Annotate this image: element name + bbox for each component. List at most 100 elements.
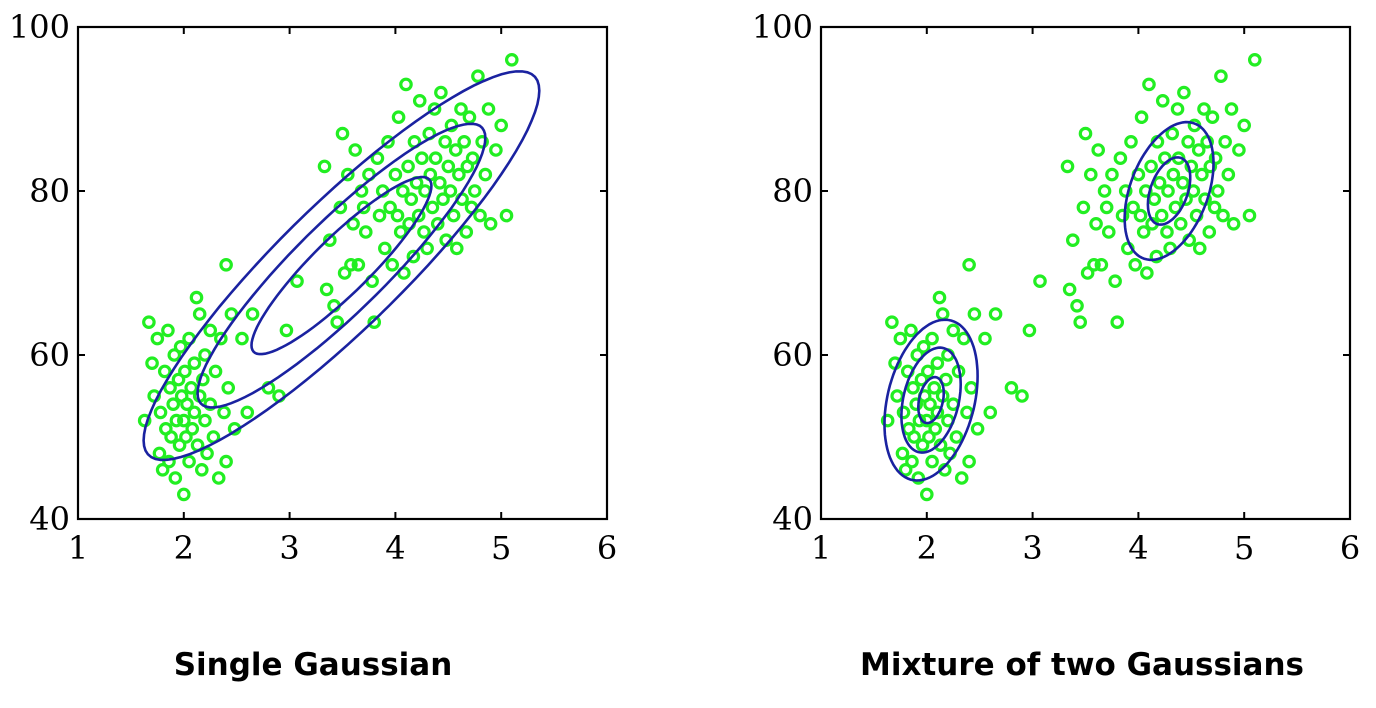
data-point — [916, 339, 931, 354]
data-point — [890, 389, 904, 403]
data-point — [434, 85, 448, 100]
data-point — [465, 151, 480, 165]
data-point — [489, 143, 503, 157]
data-point — [923, 397, 937, 411]
data-point — [1192, 241, 1207, 256]
data-point — [1191, 143, 1206, 157]
data-point — [1070, 298, 1084, 313]
data-point — [906, 380, 920, 395]
data-point — [983, 405, 998, 420]
data-point — [1184, 159, 1199, 174]
data-point — [436, 192, 450, 206]
data-point — [182, 454, 196, 469]
data-point — [177, 487, 191, 502]
data-point — [217, 405, 231, 420]
data-point — [970, 421, 985, 436]
data-point — [221, 380, 236, 395]
data-point — [383, 200, 397, 215]
data-point — [173, 339, 188, 354]
data-point — [494, 118, 508, 133]
data-point — [194, 462, 209, 477]
data-point — [478, 167, 493, 182]
data-point — [962, 257, 976, 272]
data-point — [171, 372, 186, 387]
data-point — [1144, 159, 1158, 174]
data-point — [406, 249, 421, 264]
data-point — [1022, 323, 1037, 338]
data-point — [317, 159, 332, 174]
data-point — [378, 241, 392, 256]
data-point — [219, 257, 233, 272]
data-point — [235, 331, 249, 346]
data-point — [1216, 208, 1230, 223]
data-point — [1210, 184, 1225, 198]
data-point — [1108, 274, 1122, 288]
data-point — [1152, 176, 1167, 190]
y-tick-label: 60 — [772, 336, 813, 374]
data-point — [166, 397, 181, 411]
data-point — [954, 471, 969, 485]
data-point — [319, 282, 334, 297]
data-point — [904, 323, 918, 338]
data-point — [152, 446, 167, 461]
data-point — [168, 471, 183, 485]
data-point — [1221, 167, 1236, 182]
data-point — [1133, 208, 1148, 223]
data-point — [401, 159, 415, 174]
data-point — [169, 413, 184, 428]
data-point — [1208, 151, 1223, 165]
data-point — [1115, 208, 1130, 223]
data-point — [1033, 274, 1047, 288]
plot-frame — [819, 25, 1352, 521]
data-point — [481, 102, 496, 116]
data-point — [1202, 225, 1217, 239]
data-point — [473, 208, 487, 223]
data-point — [1242, 208, 1257, 223]
data-point — [946, 323, 961, 338]
data-point — [919, 487, 934, 502]
y-tick-label: 80 — [772, 172, 813, 210]
y-tick-label: 100 — [9, 8, 70, 46]
data-point — [381, 135, 395, 149]
data-point — [471, 69, 485, 83]
data-point — [915, 438, 930, 452]
x-tick-label: 4 — [1128, 529, 1148, 567]
data-point — [1004, 380, 1019, 395]
data-point — [935, 307, 950, 321]
data-point — [499, 208, 514, 223]
caption-single-gaussian: Single Gaussian — [174, 647, 453, 683]
panel-single-gaussian: 1 2 3 4 5 6 40 60 80 100 — [9, 8, 617, 567]
data-point — [1118, 184, 1133, 198]
data-point — [962, 454, 976, 469]
data-point — [172, 438, 187, 452]
data-point — [1179, 192, 1193, 206]
data-point — [925, 454, 939, 469]
gaussian-contour — [250, 175, 433, 356]
y-tick-label: 60 — [29, 336, 70, 374]
data-point — [1173, 217, 1188, 231]
data-point — [200, 446, 214, 461]
plot-frame — [76, 25, 609, 521]
x-tick-label: 6 — [597, 529, 617, 567]
data-point — [1247, 52, 1262, 67]
data-point — [163, 380, 177, 395]
data-point — [187, 405, 202, 420]
data-point — [1155, 94, 1170, 108]
data-point — [323, 233, 337, 247]
data-point — [1126, 200, 1140, 215]
data-point — [441, 159, 456, 174]
x-tick-label: 5 — [491, 529, 511, 567]
gaussian-contour — [196, 122, 487, 409]
data-point — [1154, 208, 1169, 223]
data-point — [932, 290, 947, 305]
data-point — [192, 307, 207, 321]
data-point — [185, 421, 200, 436]
data-point — [279, 323, 294, 338]
data-point — [880, 413, 895, 428]
data-point — [178, 364, 192, 379]
data-point — [1207, 200, 1222, 215]
data-point — [1060, 159, 1075, 174]
data-point — [372, 208, 387, 223]
data-point — [335, 126, 350, 141]
data-point — [344, 257, 358, 272]
